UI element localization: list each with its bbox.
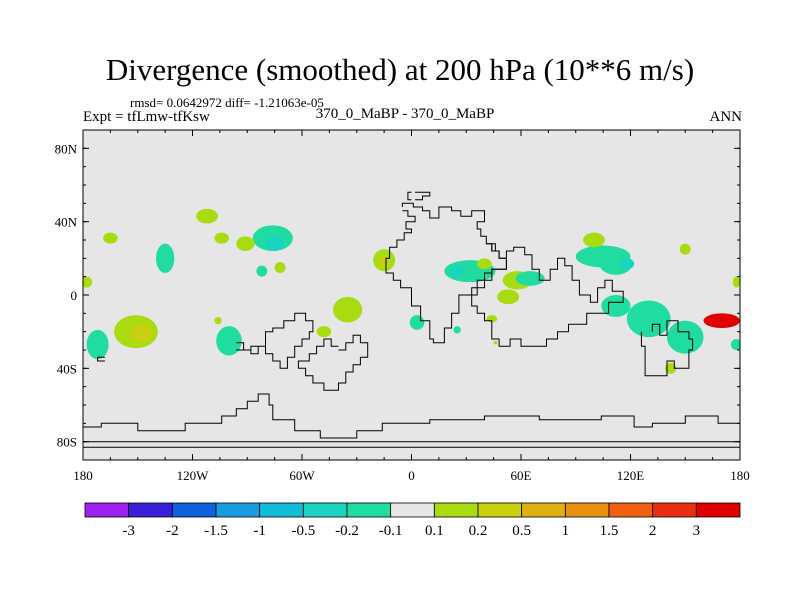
y-tick-label: 40N — [55, 215, 78, 230]
anomaly-patch — [497, 289, 520, 305]
x-tick-label: 0 — [408, 468, 415, 483]
coastline — [297, 334, 369, 391]
anomaly-patch — [619, 258, 635, 270]
coastline — [640, 320, 694, 377]
colorbar-swatch — [433, 502, 479, 518]
anomaly-patch — [493, 340, 498, 345]
x-tick-label: 180 — [730, 468, 750, 483]
anomaly-patch — [83, 276, 93, 288]
y-tick-label: 80N — [55, 141, 78, 156]
x-axis: 180 120W 60W 0 60E 120E 180 — [73, 130, 750, 483]
anomaly-patch — [214, 232, 229, 244]
colorbar-swatch — [215, 502, 261, 518]
coastline-layer — [83, 191, 740, 448]
anomaly-patch — [86, 329, 109, 360]
anomaly-patch — [274, 262, 286, 273]
anomaly-patch — [196, 208, 219, 224]
colorbar-swatch — [608, 502, 654, 518]
anomaly-patch — [679, 243, 691, 255]
colorbar-label: 0.1 — [425, 523, 444, 539]
x-tick-label: 120E — [617, 468, 645, 483]
anomaly-patch — [453, 326, 461, 334]
y-tick-label: 80S — [57, 435, 77, 450]
colorbar-label: 1.5 — [600, 523, 619, 539]
x-tick-label: 60W — [289, 468, 315, 483]
anomaly-patch — [316, 326, 332, 338]
anomaly-patch — [256, 265, 268, 277]
colorbar-swatch — [477, 502, 523, 518]
colorbar-swatch — [652, 502, 697, 518]
colorbar-label: -0.1 — [379, 523, 403, 539]
anomaly-patch — [599, 252, 633, 275]
anomaly-patch — [265, 236, 284, 252]
x-tick-label: 60E — [511, 468, 532, 483]
coastline — [407, 191, 412, 201]
anomaly-patch — [626, 300, 671, 338]
coastline — [415, 191, 431, 201]
colorbar-label: -1.5 — [204, 523, 228, 539]
colorbar-label: -3 — [122, 523, 135, 539]
colorbar-swatch — [128, 502, 173, 518]
coastline — [385, 202, 507, 344]
colorbar-label: 0.2 — [469, 523, 488, 539]
coastline — [83, 393, 740, 443]
chart-title: Divergence (smoothed) at 200 hPa (10**6 … — [105, 52, 695, 87]
x-tick-label: 120W — [177, 468, 210, 483]
colorbar-swatch — [302, 502, 348, 518]
colorbar: -3 -2 -1.5 -1 -0.5 -0.2 -0.1 0.1 0.2 0.5 1 1.5 2 3 — [84, 502, 741, 539]
anomaly-patch — [583, 232, 605, 248]
colorbar-swatch — [695, 502, 741, 518]
experiment-label: Expt = tfLmw-tfKsw — [83, 109, 210, 125]
anomaly-patch — [730, 339, 740, 350]
colorbar-swatch — [171, 502, 217, 518]
anomaly-patch — [665, 362, 677, 374]
anomaly-patch — [477, 258, 492, 270]
anomaly-patch — [214, 317, 222, 325]
colorbar-label: -1 — [253, 523, 266, 539]
anomaly-patch — [130, 324, 153, 343]
colorbar-label: -0.2 — [335, 523, 359, 539]
colorbar-swatch — [84, 502, 130, 518]
anomaly-patch — [449, 265, 465, 277]
coastline — [97, 356, 105, 362]
rmsd-stats: rmsd= 0.0642972 diff= -1.21063e-05 — [130, 95, 324, 110]
colorbar-label: -0.5 — [291, 523, 315, 539]
colorbar-swatch — [346, 502, 392, 518]
anomaly-patch — [515, 271, 545, 286]
anomaly-patch — [156, 243, 175, 273]
colorbar-label: 0.5 — [512, 523, 531, 539]
colorbar-label: -2 — [166, 523, 179, 539]
colorbar-label: 3 — [693, 523, 701, 539]
y-axis: 80N 40N 0 40S 80S — [55, 129, 740, 461]
anomaly-patch — [703, 313, 740, 328]
anomaly-patch — [409, 315, 425, 330]
coastline — [236, 312, 314, 369]
colorbar-swatch — [259, 502, 304, 518]
colorbar-label: 1 — [562, 523, 570, 539]
anomaly-patch — [236, 236, 255, 252]
colorbar-swatch — [390, 502, 435, 518]
y-tick-label: 40S — [57, 361, 77, 376]
anomaly-patch — [216, 326, 242, 356]
anomaly-patch — [333, 296, 363, 323]
colorbar-label: 2 — [649, 523, 657, 539]
y-tick-label: 0 — [71, 288, 78, 303]
anomaly-patch — [667, 320, 704, 354]
anomaly-patch — [103, 232, 118, 244]
case-label: 370_0_MaBP - 370_0_MaBP — [315, 106, 495, 122]
coastline — [471, 243, 624, 347]
anomaly-patch — [732, 276, 740, 288]
season-label: ANN — [709, 109, 743, 125]
anomaly-patch — [378, 256, 390, 268]
colorbar-swatch — [521, 502, 566, 518]
x-tick-label: 180 — [73, 468, 93, 483]
colorbar-swatch — [564, 502, 610, 518]
